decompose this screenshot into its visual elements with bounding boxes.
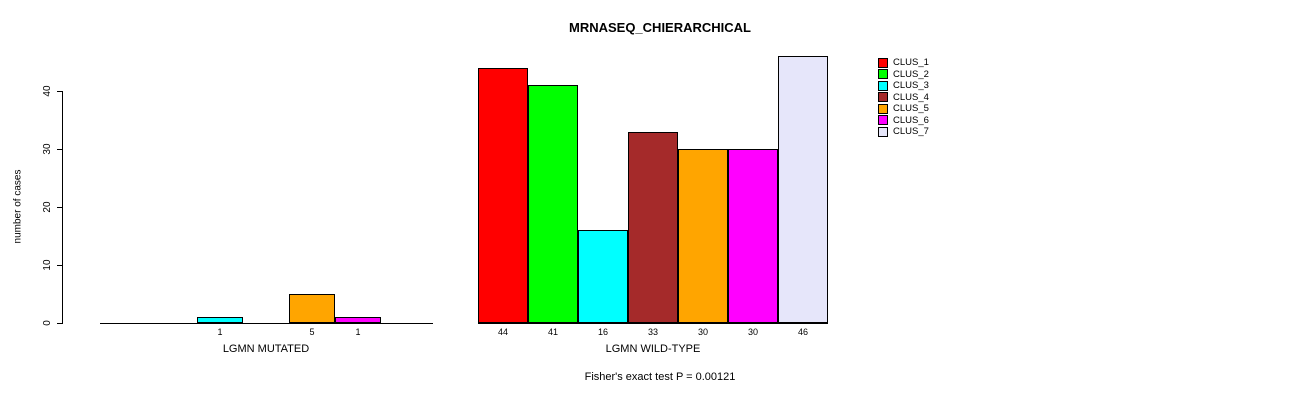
legend-label: CLUS_6 <box>893 114 929 126</box>
legend-label: CLUS_3 <box>893 80 929 92</box>
legend-entry: CLUS_5 <box>878 103 929 115</box>
legend-entry: CLUS_7 <box>878 126 929 138</box>
chart-title: MRNASEQ_CHIERARCHICAL <box>568 20 751 35</box>
fisher-test-caption: Fisher's exact test P = 0.00121 <box>584 371 736 383</box>
y-tick-label: 0 <box>42 320 53 326</box>
legend-label: CLUS_5 <box>893 103 929 115</box>
bar <box>778 56 828 323</box>
bar-value-label: 30 <box>747 327 758 337</box>
bar-value-label: 44 <box>497 327 508 337</box>
y-tick-label: 30 <box>42 143 53 155</box>
group-axis-label: LGMN WILD-TYPE <box>605 343 701 355</box>
legend-swatch <box>878 92 888 103</box>
x-axis-line <box>100 323 433 324</box>
group-axis-label: LGMN MUTATED <box>222 343 310 355</box>
y-tick-label: 40 <box>42 85 53 97</box>
y-tick-mark <box>57 265 62 266</box>
y-tick-mark <box>57 91 62 92</box>
legend-swatch <box>878 115 888 126</box>
legend-swatch <box>878 103 888 114</box>
bar <box>578 230 628 323</box>
legend-swatch <box>878 80 888 91</box>
bar <box>728 149 778 323</box>
legend-entry: CLUS_2 <box>878 69 929 81</box>
bar-value-label: 16 <box>597 327 608 337</box>
y-axis-line <box>62 91 63 324</box>
bar-value-label: 46 <box>797 327 808 337</box>
legend-entry: CLUS_1 <box>878 57 929 69</box>
legend-swatch <box>878 57 888 68</box>
legend-label: CLUS_4 <box>893 91 929 103</box>
bar <box>478 67 528 323</box>
y-axis-label: number of cases <box>12 169 24 244</box>
bar-value-label: 1 <box>355 327 361 337</box>
x-axis-line <box>478 323 828 324</box>
bar-value-label: 1 <box>217 327 223 337</box>
bar-value-label: 30 <box>697 327 708 337</box>
bar <box>335 317 381 323</box>
y-tick-mark <box>57 323 62 324</box>
bar <box>197 317 243 323</box>
legend-entry: CLUS_6 <box>878 115 929 127</box>
legend-entry: CLUS_3 <box>878 80 929 92</box>
bar <box>289 294 335 323</box>
legend-label: CLUS_2 <box>893 68 929 80</box>
bar-value-label: 41 <box>547 327 558 337</box>
bar <box>528 85 578 323</box>
legend: CLUS_1 CLUS_2 CLUS_3 CLUS_4 CLUS_5 CLUS_6 CLUS… <box>878 57 929 138</box>
bar-value-label: 5 <box>309 327 315 337</box>
y-tick-label: 10 <box>42 259 53 271</box>
legend-label: CLUS_7 <box>893 126 929 138</box>
legend-swatch <box>878 126 888 137</box>
bar <box>678 149 728 323</box>
bar <box>628 131 678 323</box>
bar-value-label: 33 <box>647 327 658 337</box>
legend-entry: CLUS_4 <box>878 92 929 104</box>
y-tick-label: 20 <box>42 201 53 213</box>
y-tick-mark <box>57 149 62 150</box>
legend-swatch <box>878 69 888 80</box>
y-tick-mark <box>57 207 62 208</box>
legend-label: CLUS_1 <box>893 57 929 69</box>
